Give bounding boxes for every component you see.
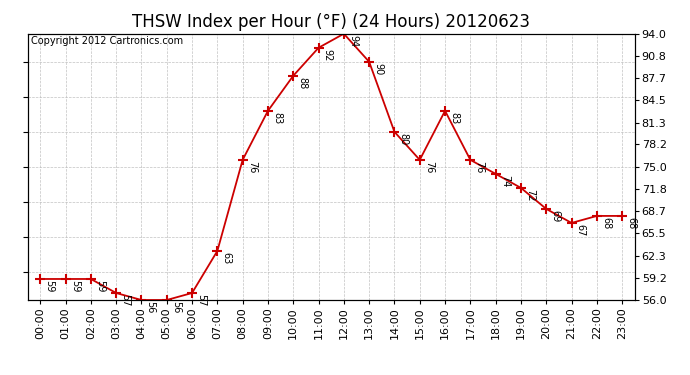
Text: 57: 57 (196, 294, 206, 307)
Text: 94: 94 (348, 35, 358, 47)
Text: 59: 59 (44, 280, 55, 293)
Text: 63: 63 (221, 252, 232, 265)
Text: 74: 74 (500, 175, 510, 188)
Text: 68: 68 (601, 217, 611, 229)
Text: 56: 56 (171, 302, 181, 314)
Text: 83: 83 (272, 112, 282, 125)
Text: 90: 90 (373, 63, 384, 75)
Text: 68: 68 (627, 217, 636, 229)
Text: 67: 67 (575, 224, 586, 237)
Text: Copyright 2012 Cartronics.com: Copyright 2012 Cartronics.com (30, 36, 183, 46)
Text: 56: 56 (146, 302, 156, 314)
Text: 76: 76 (247, 161, 257, 174)
Text: 88: 88 (297, 77, 308, 89)
Title: THSW Index per Hour (°F) (24 Hours) 20120623: THSW Index per Hour (°F) (24 Hours) 2012… (132, 13, 530, 31)
Text: 69: 69 (551, 210, 560, 222)
Text: 59: 59 (95, 280, 105, 293)
Text: 76: 76 (424, 161, 434, 174)
Text: 57: 57 (120, 294, 130, 307)
Text: 72: 72 (525, 189, 535, 202)
Text: 80: 80 (399, 133, 408, 146)
Text: 76: 76 (475, 161, 484, 174)
Text: 92: 92 (323, 49, 333, 62)
Text: 83: 83 (449, 112, 460, 125)
Text: 59: 59 (70, 280, 80, 293)
